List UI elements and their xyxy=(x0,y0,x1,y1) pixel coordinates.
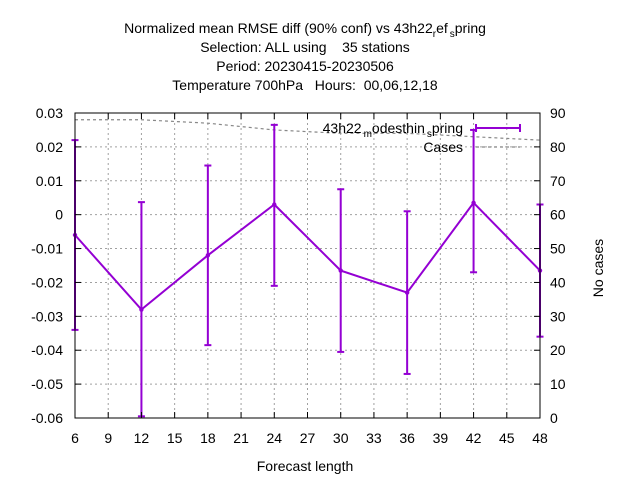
y2-tick-label: 80 xyxy=(550,139,566,155)
legend-label-cases: Cases xyxy=(423,139,463,155)
x-tick-label: 15 xyxy=(167,430,183,446)
y-tick-label: 0 xyxy=(55,207,63,223)
x-tick-label: 24 xyxy=(266,430,282,446)
title-ref-sub-1: r xyxy=(433,29,437,40)
data-point xyxy=(404,290,410,295)
x-tick-label: 6 xyxy=(71,430,79,446)
y2-axis-label: No cases xyxy=(590,239,606,297)
y2-tick-label: 90 xyxy=(550,105,566,121)
data-point xyxy=(272,202,277,207)
legend-label-series-1: 43h22 modesthin spring xyxy=(323,120,463,140)
y-tick-label: 0.01 xyxy=(36,173,63,189)
x-tick-label: 30 xyxy=(333,430,349,446)
y2-tick-label: 30 xyxy=(550,308,566,324)
title-line-2: Selection: ALL using 35 stations xyxy=(200,39,410,55)
x-tick-label: 39 xyxy=(433,430,449,446)
data-point xyxy=(338,268,343,273)
y-tick-label: -0.05 xyxy=(31,376,63,392)
y-axis-left: 0.03 0.02 0.01 0 -0.01 -0.02 -0.03 -0.04 -0.05 -0… xyxy=(31,105,81,426)
x-tick-label: 9 xyxy=(104,430,112,446)
y-tick-label: -0.04 xyxy=(31,342,63,358)
y2-tick-label: 40 xyxy=(550,274,566,290)
error-bar xyxy=(470,128,478,274)
x-tick-label: 18 xyxy=(200,430,216,446)
y-tick-label: -0.03 xyxy=(31,308,63,324)
x-axis: 6 9 12 15 18 21 24 27 30 33 36 39 42 45 48 xyxy=(71,113,548,446)
data-point xyxy=(205,253,211,258)
y2-tick-label: 0 xyxy=(550,410,558,426)
data-point xyxy=(471,200,476,206)
x-axis-label: Forecast length xyxy=(257,458,354,474)
y-tick-label: -0.01 xyxy=(31,241,63,257)
error-bar xyxy=(337,188,345,353)
chart-title: Normalized mean RMSE diff (90% conf) vs … xyxy=(124,20,486,93)
title-ref-text-1: ef xyxy=(436,20,448,36)
x-tick-label: 48 xyxy=(532,430,548,446)
error-bar xyxy=(403,210,411,375)
data-point xyxy=(139,307,144,312)
x-tick-label: 12 xyxy=(134,430,150,446)
x-tick-label: 33 xyxy=(366,430,382,446)
title-ref-text-2: pring xyxy=(455,20,486,36)
y-tick-label: -0.02 xyxy=(31,274,63,290)
error-bar xyxy=(204,164,212,347)
x-tick-label: 42 xyxy=(466,430,482,446)
x-tick-label: 36 xyxy=(399,430,415,446)
y-tick-label: -0.06 xyxy=(31,410,63,426)
y2-tick-label: 10 xyxy=(550,376,566,392)
x-tick-label: 27 xyxy=(300,430,316,446)
y-tick-label: 0.03 xyxy=(36,105,63,121)
y2-tick-label: 70 xyxy=(550,173,566,189)
y-tick-label: 0.02 xyxy=(36,139,63,155)
title-ref-sub-2: s xyxy=(450,29,455,40)
y2-tick-label: 20 xyxy=(550,342,566,358)
y2-tick-label: 60 xyxy=(550,207,566,223)
error-bar xyxy=(270,123,278,287)
x-tick-label: 45 xyxy=(499,430,515,446)
title-line-3: Period: 20230415-20230506 xyxy=(216,58,394,74)
error-bar xyxy=(137,201,145,418)
title-line-1: Normalized mean RMSE diff (90% conf) vs … xyxy=(124,20,486,40)
title-line-4: Temperature 700hPa Hours: 00,06,12,18 xyxy=(172,77,438,93)
legend: 43h22 modesthin spring Cases xyxy=(323,120,521,155)
x-tick-label: 21 xyxy=(233,430,249,446)
y2-tick-label: 50 xyxy=(550,241,566,257)
series-line xyxy=(74,201,541,311)
y-axis-right: 90 80 70 60 50 40 30 20 10 0 xyxy=(534,105,566,426)
grid xyxy=(75,113,540,418)
